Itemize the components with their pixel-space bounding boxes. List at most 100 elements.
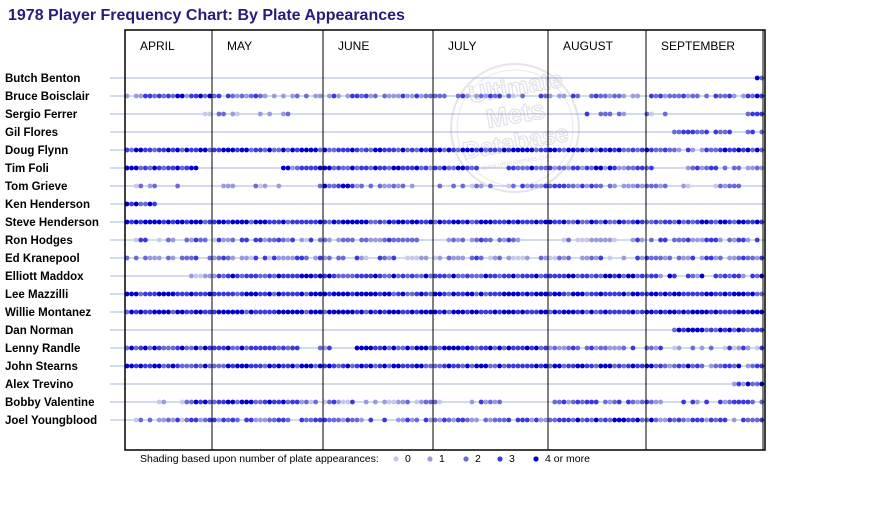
appearance-dot [340, 237, 346, 243]
appearance-dot [161, 363, 167, 369]
appearance-dot [575, 147, 581, 153]
appearance-dot [455, 363, 461, 369]
appearance-dot [363, 219, 369, 225]
appearance-dot [170, 165, 176, 171]
appearance-dot [143, 309, 148, 315]
appearance-dot [754, 291, 760, 297]
appearance-dot [225, 183, 231, 189]
appearance-dot [419, 273, 424, 279]
appearance-dot [400, 309, 406, 315]
player-name: Alex Trevino [5, 379, 73, 391]
appearance-dot [649, 183, 654, 189]
appearance-dot [230, 255, 236, 261]
appearance-dot [621, 345, 627, 351]
appearance-dot [285, 345, 291, 351]
appearance-dot [580, 165, 585, 171]
appearance-dot [193, 147, 199, 153]
appearance-dot [322, 165, 328, 171]
appearance-dot [672, 93, 677, 99]
appearance-dot [492, 291, 498, 297]
appearance-dot [138, 345, 144, 351]
appearance-dot [621, 183, 627, 189]
appearance-dot [718, 327, 723, 333]
appearance-dot [382, 291, 387, 297]
appearance-dot [488, 219, 493, 225]
appearance-dot [547, 183, 553, 189]
appearance-dot [685, 363, 691, 369]
appearance-dot [612, 219, 617, 225]
appearance-dot [616, 363, 622, 369]
appearance-dot [658, 219, 663, 225]
appearance-dot [373, 399, 378, 405]
appearance-dot [658, 237, 663, 243]
appearance-dot [359, 93, 364, 99]
appearance-dot [538, 291, 544, 297]
appearance-dot [262, 345, 268, 351]
appearance-dot [442, 147, 447, 153]
appearance-dot [253, 291, 259, 297]
appearance-dot [598, 147, 604, 153]
appearance-dot [322, 273, 328, 279]
appearance-dot [695, 93, 700, 99]
appearance-dot [258, 237, 263, 243]
appearance-dot [727, 237, 732, 243]
appearance-dot [616, 273, 622, 279]
appearance-dot [451, 309, 456, 315]
appearance-dot [368, 363, 374, 369]
appearance-dot [713, 273, 719, 279]
appearance-dot [299, 309, 305, 315]
appearance-dot [630, 237, 636, 243]
appearance-dot [179, 147, 185, 153]
appearance-dot [285, 111, 291, 117]
appearance-dot [143, 201, 148, 207]
appearance-dot [161, 147, 167, 153]
appearance-dot [750, 111, 755, 117]
appearance-dot [708, 309, 714, 315]
appearance-dot [566, 165, 571, 171]
appearance-dot [267, 111, 272, 117]
appearance-dot [635, 309, 640, 315]
appearance-dot [662, 255, 668, 261]
appearance-dot [741, 273, 746, 279]
appearance-dot [428, 345, 433, 351]
appearance-dot [152, 147, 158, 153]
appearance-dot [649, 93, 654, 99]
appearance-dot [308, 399, 314, 405]
appearance-dot [566, 183, 571, 189]
appearance-dot [198, 309, 204, 315]
appearance-dot [317, 363, 323, 369]
appearance-dot [649, 165, 654, 171]
appearance-dot [138, 309, 144, 315]
appearance-dot [248, 147, 254, 153]
appearance-dot [515, 165, 521, 171]
appearance-dot [202, 291, 208, 297]
appearance-dot [593, 291, 599, 297]
appearance-dot [506, 237, 512, 243]
appearance-dot [276, 309, 282, 315]
appearance-dot [552, 309, 558, 315]
appearance-dot [267, 399, 272, 405]
appearance-dot [474, 417, 479, 423]
appearance-dot [612, 147, 617, 153]
appearance-dot [575, 309, 581, 315]
appearance-dot [676, 93, 682, 99]
appearance-dot [584, 309, 590, 315]
appearance-dot [561, 273, 567, 279]
appearance-dot [327, 363, 332, 369]
appearance-dot [754, 345, 760, 351]
appearance-dot [478, 93, 484, 99]
legend-level-label: 4 or more [545, 453, 590, 465]
appearance-dot [681, 129, 686, 135]
appearance-dot [138, 291, 144, 297]
appearance-dot [653, 291, 659, 297]
appearance-dot [685, 255, 691, 261]
appearance-dot [681, 93, 686, 99]
appearance-dot [520, 147, 525, 153]
appearance-dot [258, 219, 263, 225]
appearance-dot [179, 93, 185, 99]
appearance-dot [483, 219, 489, 225]
appearance-dot [386, 363, 392, 369]
appearance-dot [313, 363, 318, 369]
appearance-dot [147, 93, 153, 99]
appearance-dot [506, 219, 512, 225]
